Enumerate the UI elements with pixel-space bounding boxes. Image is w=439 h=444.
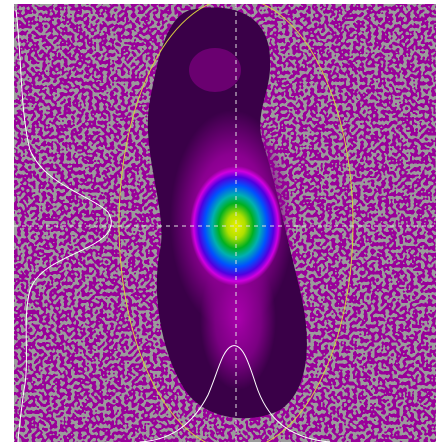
image	[14, 0, 436, 444]
beam-lobe	[189, 48, 241, 92]
page	[0, 0, 439, 444]
beam-profile-view	[0, 0, 439, 444]
